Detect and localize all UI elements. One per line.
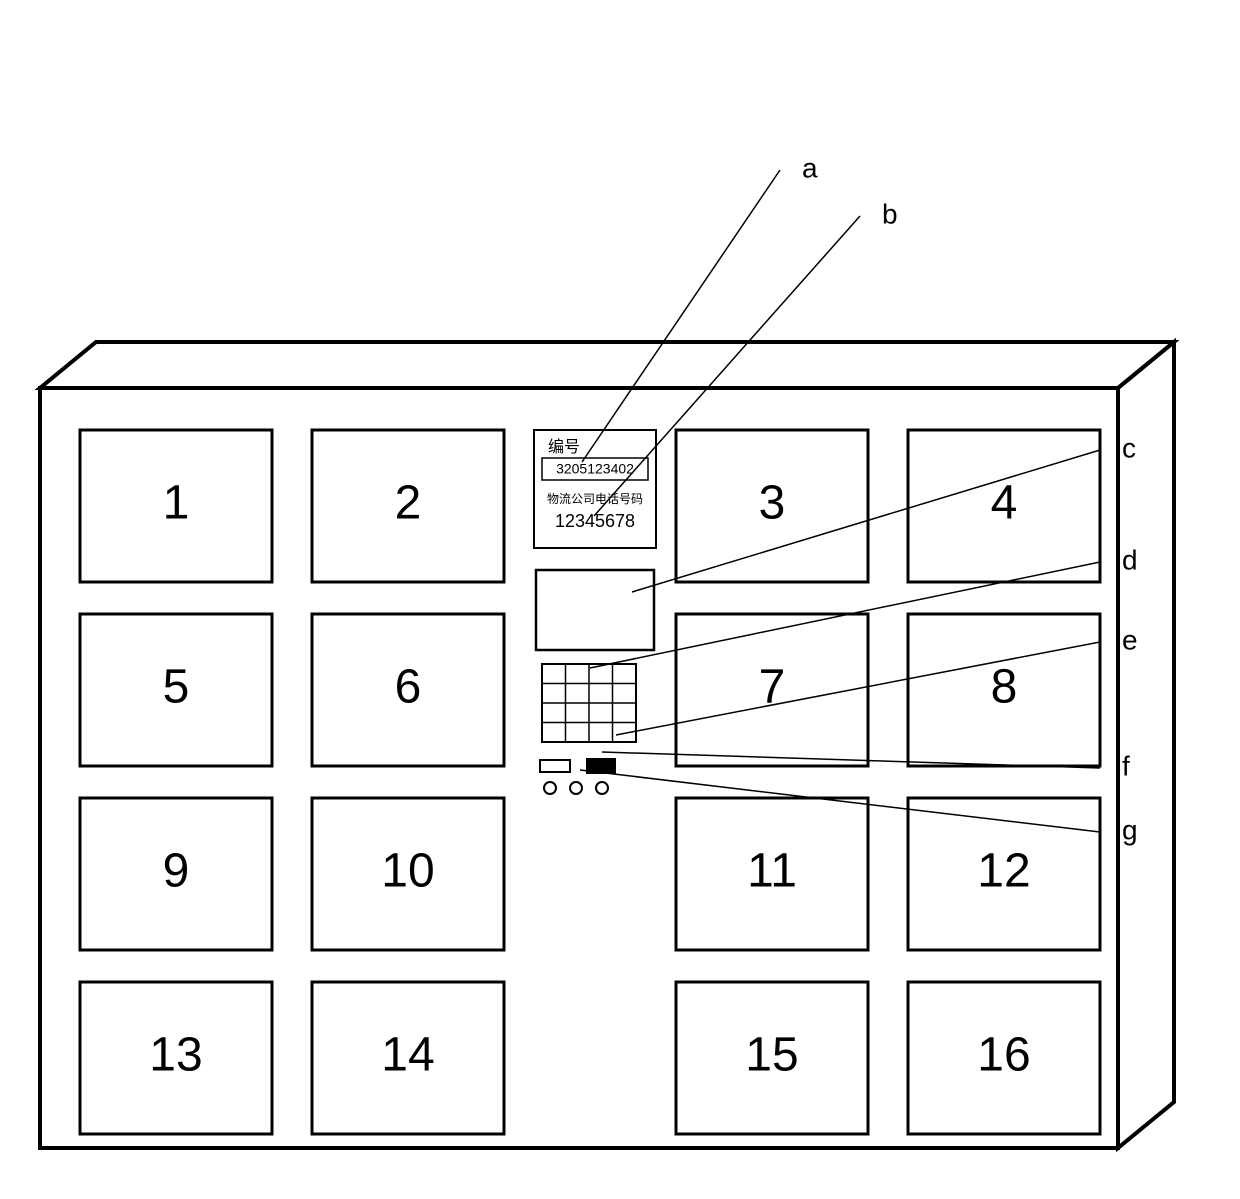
- callout-label-g: g: [1122, 814, 1138, 845]
- panel-id-label: 编号: [548, 438, 580, 456]
- locker-number-label: 12: [977, 845, 1030, 898]
- panel-phone-label: 物流公司电话号码: [547, 492, 643, 506]
- locker-number-label: 9: [163, 845, 190, 898]
- callout-label-e: e: [1122, 624, 1138, 655]
- locker-number-label: 2: [395, 477, 422, 530]
- locker-number-label: 3: [759, 477, 786, 530]
- locker-number-label: 10: [381, 845, 434, 898]
- callout-label-a: a: [802, 152, 818, 183]
- locker-number-label: 13: [149, 1029, 202, 1082]
- locker-number-label: 15: [745, 1029, 798, 1082]
- locker-number-label: 1: [163, 477, 190, 530]
- locker-number-label: 16: [977, 1029, 1030, 1082]
- callout-label-d: d: [1122, 544, 1138, 575]
- callout-label-b: b: [882, 198, 898, 229]
- locker-number-label: 8: [991, 661, 1018, 714]
- locker-number-label: 6: [395, 661, 422, 714]
- callout-label-c: c: [1122, 432, 1136, 463]
- callout-label-f: f: [1122, 750, 1130, 781]
- locker-number-label: 14: [381, 1029, 434, 1082]
- locker-number-label: 4: [991, 477, 1018, 530]
- locker-number-label: 11: [747, 845, 797, 898]
- locker-number-label: 5: [163, 661, 190, 714]
- panel-id-number: 3205123402: [556, 461, 634, 477]
